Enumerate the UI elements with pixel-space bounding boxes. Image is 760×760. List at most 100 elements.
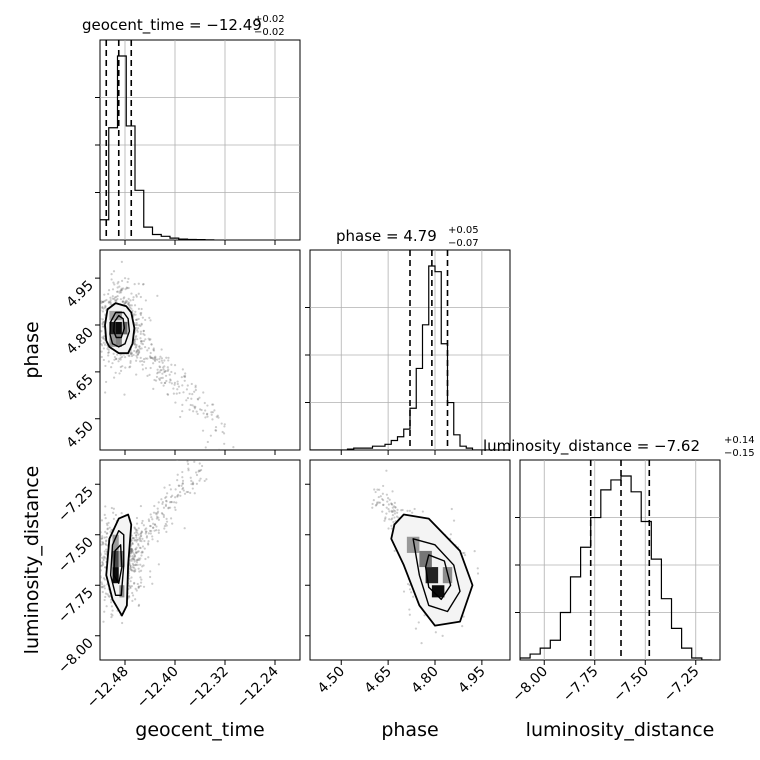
sample-point	[159, 376, 163, 380]
sample-point	[100, 569, 103, 572]
sample-point	[210, 413, 213, 416]
sample-point	[135, 559, 138, 562]
sample-point	[163, 370, 166, 373]
sample-point	[149, 524, 152, 528]
sample-point	[112, 507, 115, 510]
sample-point	[203, 401, 206, 405]
sample-point	[180, 484, 183, 487]
sample-point	[136, 323, 139, 327]
sample-point	[136, 531, 139, 535]
sample-point	[124, 288, 127, 291]
sample-point	[140, 554, 143, 557]
sample-point	[103, 536, 106, 539]
sample-point	[204, 446, 207, 449]
sample-point	[133, 560, 136, 563]
sample-point	[104, 530, 107, 533]
sample-point	[157, 518, 160, 521]
sample-point	[378, 501, 382, 504]
sample-point	[155, 525, 158, 528]
sample-point	[149, 338, 152, 341]
sample-point	[135, 294, 138, 297]
sample-point	[390, 527, 393, 530]
sample-point	[101, 318, 104, 321]
sample-point	[450, 507, 453, 511]
sample-point	[110, 506, 113, 510]
sample-point	[147, 347, 150, 350]
sample-point	[191, 483, 195, 486]
sample-point	[152, 349, 156, 352]
title-luminosity-distance-down: −0.15	[724, 448, 755, 459]
sample-point	[129, 351, 132, 354]
sample-point	[167, 507, 170, 510]
sample-point	[100, 302, 101, 305]
sample-point	[390, 510, 393, 514]
sample-point	[138, 345, 141, 348]
sample-point	[211, 418, 214, 421]
sample-point	[100, 533, 101, 535]
sample-point	[134, 528, 137, 531]
sample-point	[138, 536, 141, 539]
sample-point	[136, 348, 140, 351]
sample-point	[136, 559, 139, 562]
sample-point	[102, 620, 105, 623]
sample-point	[381, 492, 384, 495]
sample-point	[150, 343, 153, 346]
sample-point	[164, 374, 168, 377]
sample-point	[191, 481, 194, 484]
sample-point	[137, 533, 140, 536]
sample-point	[101, 300, 104, 304]
sample-point	[185, 388, 189, 391]
sample-point	[189, 491, 192, 495]
sample-point	[137, 282, 140, 285]
sample-point	[132, 296, 135, 299]
sample-point	[156, 507, 159, 510]
sample-point	[200, 468, 203, 472]
sample-point	[386, 500, 389, 503]
sample-point	[181, 368, 184, 371]
sample-point	[141, 565, 144, 568]
panel-frame	[519, 459, 721, 661]
sample-point	[196, 412, 199, 416]
sample-point	[148, 316, 151, 319]
sample-point	[385, 469, 388, 472]
sample-point	[124, 356, 127, 359]
sample-point	[106, 593, 109, 596]
sample-point	[176, 495, 179, 498]
sample-point	[149, 356, 152, 359]
sample-point	[137, 586, 140, 590]
sample-point	[165, 499, 168, 502]
sample-point	[100, 565, 103, 568]
sample-point	[176, 460, 179, 461]
sample-point	[132, 298, 135, 301]
sample-point	[129, 299, 132, 302]
hist-geocent_time	[100, 40, 300, 240]
density-bin	[406, 536, 420, 553]
sample-point	[100, 329, 103, 333]
sample-point	[408, 588, 412, 591]
sample-point	[395, 515, 399, 518]
sample-point	[130, 354, 134, 358]
sample-point	[155, 375, 159, 379]
sample-point	[139, 581, 143, 584]
sample-point	[131, 309, 134, 312]
sample-point	[153, 356, 156, 359]
sample-point	[167, 359, 170, 362]
sample-point	[414, 627, 418, 630]
sample-point	[169, 378, 172, 381]
sample-point	[112, 517, 116, 521]
sample-point	[136, 349, 139, 352]
sample-point	[137, 585, 140, 588]
sample-point	[100, 330, 102, 334]
sample-point	[117, 280, 120, 284]
sample-point	[473, 550, 476, 553]
sample-point	[135, 318, 138, 321]
sample-point	[139, 332, 142, 335]
sample-point	[213, 409, 216, 412]
sample-point	[130, 548, 133, 551]
sample-point	[183, 379, 186, 382]
sample-point	[406, 509, 409, 512]
sample-point	[198, 469, 201, 472]
sample-point	[101, 563, 105, 566]
density-bin	[431, 585, 445, 598]
sample-point	[184, 374, 187, 378]
